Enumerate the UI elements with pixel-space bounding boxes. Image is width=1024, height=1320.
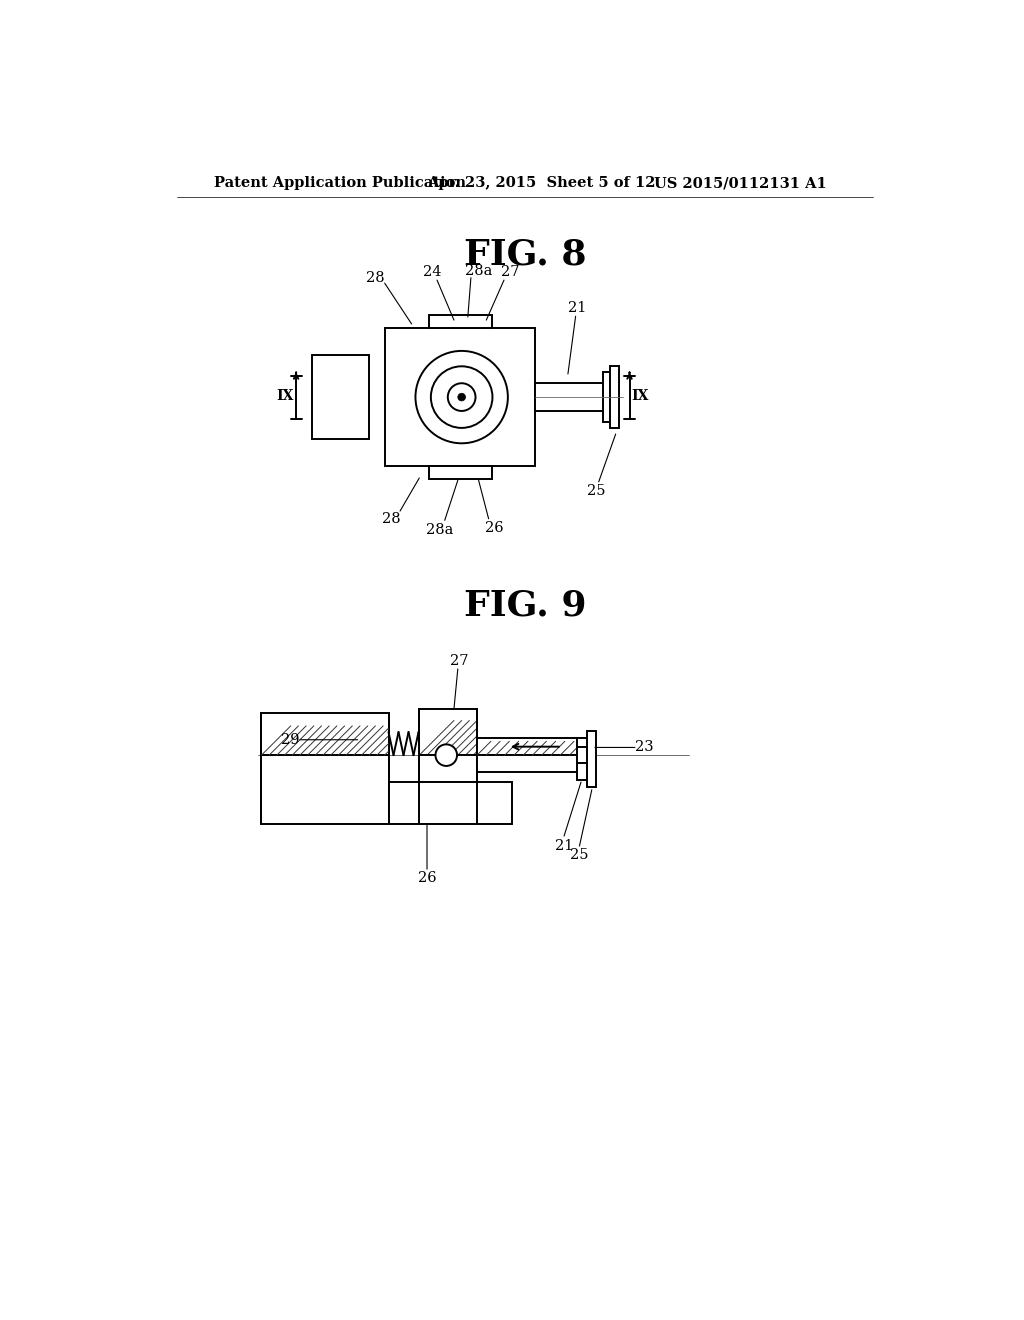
Text: 21: 21 (568, 301, 587, 314)
Text: US 2015/0112131 A1: US 2015/0112131 A1 (654, 176, 827, 190)
Circle shape (458, 393, 466, 401)
Text: FIG. 9: FIG. 9 (464, 587, 586, 622)
Text: 29: 29 (281, 733, 299, 747)
Text: Patent Application Publication: Patent Application Publication (214, 176, 466, 190)
Bar (477, 738, 589, 755)
Text: 27: 27 (501, 265, 519, 280)
Bar (261, 713, 388, 755)
Bar (602, 372, 611, 422)
Text: 26: 26 (484, 521, 504, 535)
Text: 27: 27 (451, 655, 469, 668)
Text: 23: 23 (635, 741, 653, 755)
Text: 25: 25 (587, 484, 605, 498)
Text: 28a: 28a (465, 264, 493, 277)
Text: 28a: 28a (426, 523, 454, 536)
Bar (535, 383, 608, 411)
Text: 28: 28 (382, 512, 400, 525)
Text: IX: IX (276, 388, 294, 403)
Bar (429, 315, 493, 327)
Bar (311, 355, 370, 440)
Circle shape (435, 744, 457, 766)
Text: 26: 26 (418, 871, 436, 886)
Text: 28: 28 (367, 271, 385, 285)
Bar (419, 709, 477, 755)
Bar (429, 466, 493, 479)
Text: 25: 25 (570, 849, 589, 862)
Bar (388, 781, 512, 825)
Bar (385, 327, 535, 466)
Text: FIG. 8: FIG. 8 (464, 238, 586, 272)
Text: Apr. 23, 2015  Sheet 5 of 12: Apr. 23, 2015 Sheet 5 of 12 (427, 176, 655, 190)
Text: 24: 24 (423, 265, 441, 280)
Bar (578, 738, 590, 780)
Bar (477, 755, 589, 772)
Bar (261, 755, 388, 825)
Bar (419, 755, 477, 781)
Bar (587, 730, 596, 788)
Text: 21: 21 (555, 840, 573, 853)
Text: IX: IX (632, 388, 649, 403)
Bar (610, 367, 618, 428)
